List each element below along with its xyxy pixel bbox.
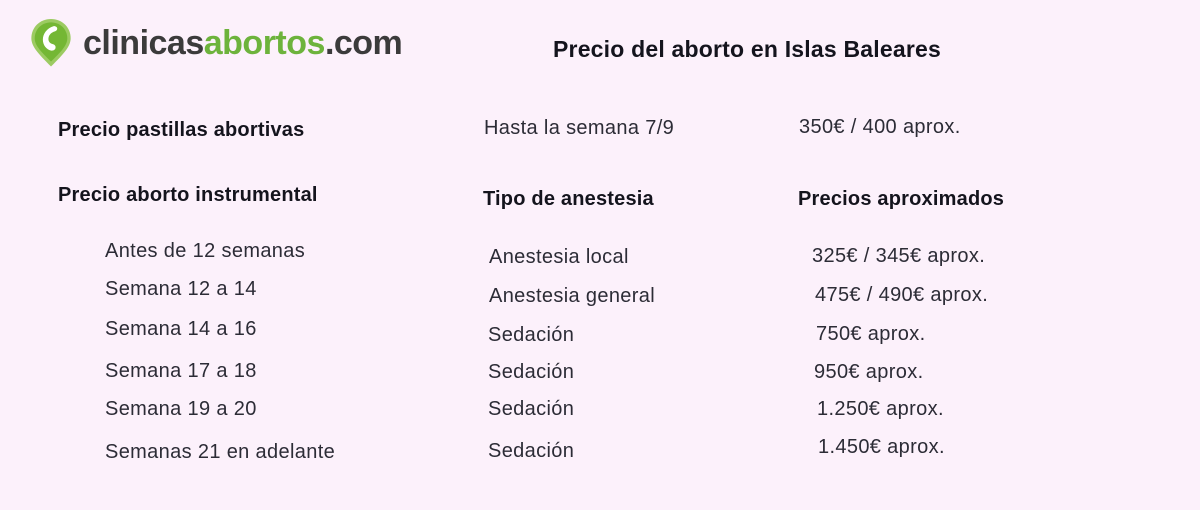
price-value-row-1: 325€ / 345€ aprox. <box>812 245 986 267</box>
anesthesia-label-row-4: Sedación <box>488 361 575 383</box>
anesthesia-label-row-2: Anestesia general <box>489 285 656 307</box>
price-column-header: Precios aproximados <box>798 188 1005 210</box>
pills-section-header: Precio pastillas abortivas <box>58 119 305 141</box>
logo-text-clinicas: clinicas <box>83 24 204 62</box>
price-value-row-3: 750€ aprox. <box>816 323 926 345</box>
logo-text-abortos: abortos <box>203 24 326 62</box>
anesthesia-label-row-3: Sedación <box>488 324 575 346</box>
price-value-row-5: 1.250€ aprox. <box>817 398 944 420</box>
anesthesia-label-row-5: Sedación <box>488 398 575 420</box>
anesthesia-label-row-6: Sedación <box>488 440 575 462</box>
price-value-row-6: 1.450€ aprox. <box>818 436 945 458</box>
period-label-row-6: Semanas 21 en adelante <box>105 441 336 463</box>
period-label-row-3: Semana 14 a 16 <box>105 318 257 340</box>
page-title: Precio del aborto en Islas Baleares <box>553 36 941 62</box>
pills-period-label: Hasta la semana 7/9 <box>484 117 675 139</box>
pills-price-value: 350€ / 400 aprox. <box>799 116 961 138</box>
logo-text-com: .com <box>324 24 403 62</box>
anesthesia-column-header: Tipo de anestesia <box>483 188 654 210</box>
anesthesia-label-row-1: Anestesia local <box>489 246 629 268</box>
price-value-row-2: 475€ / 490€ aprox. <box>815 284 989 306</box>
period-label-row-5: Semana 19 a 20 <box>105 398 257 420</box>
period-label-row-2: Semana 12 a 14 <box>105 278 257 300</box>
location-pin-icon <box>28 18 74 68</box>
instrumental-section-header: Precio aborto instrumental <box>58 184 318 206</box>
period-label-row-4: Semana 17 a 18 <box>105 360 257 382</box>
period-label-row-1: Antes de 12 semanas <box>105 240 306 262</box>
logo-link[interactable]: clinicasabortos.com <box>28 18 403 68</box>
logo-wordmark: clinicasabortos.com <box>83 24 403 62</box>
price-value-row-4: 950€ aprox. <box>814 361 924 383</box>
